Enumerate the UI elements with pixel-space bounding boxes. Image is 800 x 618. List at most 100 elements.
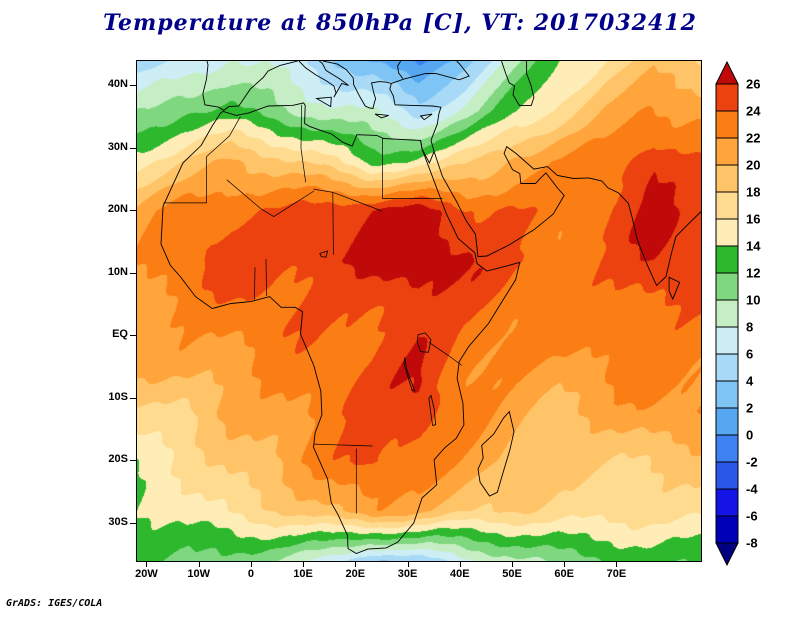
lon-tick-mark xyxy=(198,561,200,567)
lon-tick-mark xyxy=(250,561,252,567)
country-border xyxy=(313,188,383,212)
lat-tick-mark xyxy=(130,210,136,211)
lon-tick-mark xyxy=(355,561,357,567)
lake-outline xyxy=(416,332,432,353)
country-border xyxy=(300,104,307,183)
colorbar-label: 10 xyxy=(746,293,760,308)
lat-tick-label: 20N xyxy=(107,203,128,215)
lat-tick-label: 40N xyxy=(107,78,128,90)
lon-tick-mark xyxy=(146,561,148,567)
lat-tick-label: 10S xyxy=(108,390,128,403)
coastline xyxy=(397,61,404,79)
country-border xyxy=(265,259,267,297)
lake-outline xyxy=(319,250,329,258)
colorbar-box xyxy=(715,83,739,112)
lat-tick-mark xyxy=(130,522,136,524)
lon-tick-mark xyxy=(512,561,513,567)
colorbar-box xyxy=(715,326,739,355)
country-border xyxy=(163,116,241,204)
coastline xyxy=(501,61,535,106)
lake-outline xyxy=(403,357,416,392)
colorbar-box xyxy=(715,380,739,409)
lon-tick-label: 60E xyxy=(554,568,574,580)
lat-tick-label: 30N xyxy=(107,140,128,153)
coastline xyxy=(419,113,433,121)
lat-tick-label: 30S xyxy=(108,515,128,528)
coastline xyxy=(298,61,349,98)
colorbar-arrow-top xyxy=(715,60,739,85)
colorbar-box xyxy=(715,299,739,328)
coastline xyxy=(389,61,470,141)
colorbar-box xyxy=(715,461,739,490)
lon-tick-label: 10W xyxy=(187,568,210,580)
lon-tick-label: 10E xyxy=(293,568,313,580)
coastline xyxy=(420,140,435,164)
colorbar-label: -4 xyxy=(746,482,758,497)
colorbar-label: -2 xyxy=(746,455,758,470)
colorbar-box xyxy=(715,245,739,274)
lat-tick-label: EQ xyxy=(112,328,128,340)
colorbar-box xyxy=(715,191,739,220)
colorbar-label: -6 xyxy=(746,509,758,524)
lat-tick-label: 20S xyxy=(108,453,128,465)
colorbar-label: 4 xyxy=(746,374,754,389)
country-border xyxy=(428,342,463,366)
lat-tick-mark xyxy=(130,272,136,274)
coastline xyxy=(322,61,392,110)
country-border xyxy=(332,192,334,255)
colorbar-box xyxy=(715,488,739,517)
lat-tick-mark xyxy=(130,85,136,86)
lon-tick-mark xyxy=(407,561,409,567)
colorbar-box xyxy=(715,110,739,139)
coastline xyxy=(202,61,298,111)
lon-tick-label: 20E xyxy=(345,568,366,580)
map-area xyxy=(136,60,702,562)
coastline xyxy=(160,102,521,554)
lon-tick-label: 20W xyxy=(135,568,158,580)
coastline xyxy=(315,96,332,108)
temperature-field-canvas xyxy=(137,61,701,561)
colorbar-box xyxy=(715,407,739,436)
colorbar-label: 26 xyxy=(746,77,760,92)
colorbar-box xyxy=(715,164,739,193)
country-border xyxy=(254,267,256,300)
coastline xyxy=(374,113,389,119)
colorbar-label: 18 xyxy=(746,185,760,200)
colorbar-label: 14 xyxy=(746,239,761,254)
colorbar-label: 2 xyxy=(746,401,753,416)
lat-tick-mark xyxy=(130,397,136,399)
lon-tick-mark xyxy=(459,561,461,567)
lon-tick-label: 70E xyxy=(606,568,627,580)
colorbar-label: 0 xyxy=(746,428,753,443)
colorbar-box xyxy=(715,137,739,166)
colorbar-box xyxy=(715,353,739,382)
coastline xyxy=(477,410,515,497)
colorbar-label: -8 xyxy=(746,536,758,551)
country-border xyxy=(382,138,443,199)
colorbar-box xyxy=(715,515,739,544)
colorbar-label: 20 xyxy=(746,158,760,173)
colorbar-label: 16 xyxy=(746,212,760,227)
lat-tick-mark xyxy=(130,147,136,149)
lon-tick-mark xyxy=(564,561,566,567)
coastline xyxy=(433,145,701,287)
colorbar-label: 24 xyxy=(746,104,761,119)
lon-tick-label: 0 xyxy=(247,568,254,580)
coastline xyxy=(668,276,681,301)
lat-tick-label: 10N xyxy=(107,265,128,278)
lat-tick-mark xyxy=(130,460,136,461)
colorbar-box xyxy=(715,272,739,301)
colorbar-label: 22 xyxy=(746,131,760,146)
lon-tick-label: 30E xyxy=(397,568,418,580)
colorbar-box xyxy=(715,434,739,463)
colorbar-label: 12 xyxy=(746,266,760,281)
coastlines-overlay xyxy=(160,61,701,554)
colorbar-arrow-bottom xyxy=(715,542,739,567)
colorbar-box xyxy=(715,218,739,247)
chart-title: Temperature at 850hPa [C], VT: 201703241… xyxy=(103,10,697,36)
lon-tick-mark xyxy=(303,561,305,567)
lon-tick-mark xyxy=(616,561,618,567)
lat-tick-mark xyxy=(130,335,136,336)
